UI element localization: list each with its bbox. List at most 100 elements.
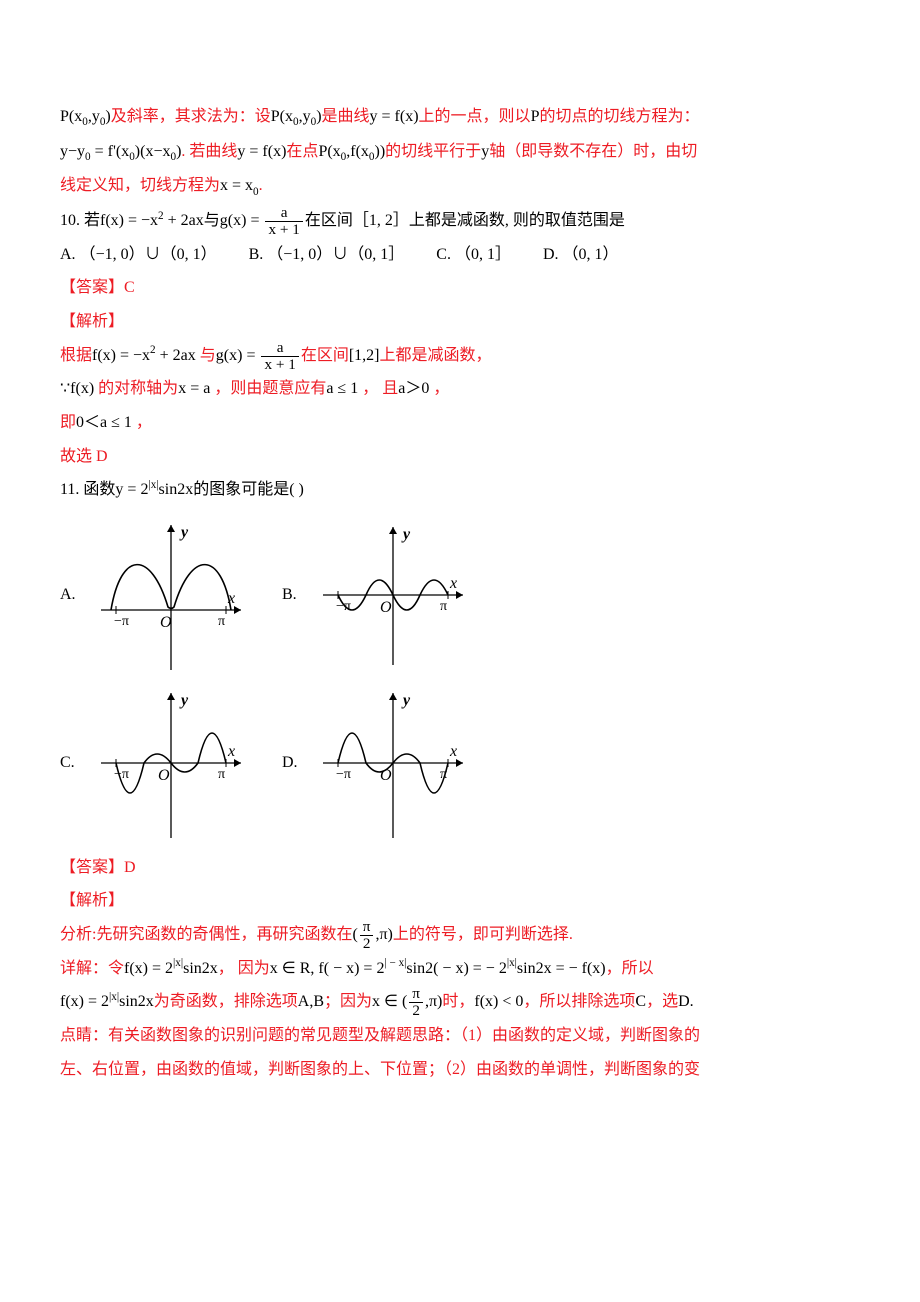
svg-text:O: O — [380, 767, 392, 784]
text: 在区间 — [301, 347, 349, 364]
expr: f(x) = 2|x|sin2x — [124, 960, 218, 977]
svg-text:x: x — [449, 575, 457, 592]
svg-text:O: O — [160, 614, 172, 631]
text: . — [259, 177, 263, 194]
expr: 0＜a ≤ 1 — [76, 414, 136, 431]
text: 的切线平行于 — [385, 143, 481, 160]
svg-text:−π: −π — [114, 767, 129, 782]
expr: f(x) = −x2 + 2ax — [92, 347, 200, 364]
question-10: 10. 若f(x) = −x2 + 2ax与g(x) = ax + 1在区间［1… — [60, 204, 860, 238]
exp10-line4: 故选 D — [60, 440, 860, 474]
expr: x ∈ R, f( − x) = 2| − x|sin2( − x) = − 2… — [270, 960, 606, 977]
option-d: D. （0, 1） — [543, 238, 619, 272]
expr: g(x) = ax + 1 — [220, 212, 305, 229]
text: . 若曲线 — [181, 143, 237, 160]
context-line-2: y−y0 = f'(x0)(x−x0). 若曲线y = f(x)在点P(x0,f… — [60, 135, 860, 170]
graph-d: y x −π O π — [318, 683, 468, 843]
exp11-line5: 左、右位置，由函数的值域，判断图象的上、下位置；（2）由函数的单调性，判断图象的… — [60, 1053, 860, 1087]
answer-label: 【答案】 — [60, 279, 124, 296]
text: 与 — [204, 212, 220, 229]
text: 时， — [442, 993, 474, 1010]
option-c-label: C. — [60, 746, 96, 780]
text: 的对称轴为 — [98, 380, 178, 397]
exp10-line1: 根据f(x) = −x2 + 2ax 与g(x) = ax + 1在区间[1,2… — [60, 339, 860, 373]
text: ，则由题意应有 — [214, 380, 326, 397]
expr: C — [635, 993, 646, 1010]
figure-row-ab: A. y x −π O π B. y x −π O π — [60, 515, 860, 675]
expr: f(x) < 0 — [474, 993, 523, 1010]
q10-options: A. （−1, 0）∪（0, 1） B. （−1, 0）∪（0, 1］ C. （… — [60, 238, 860, 272]
graph-c: y x −π O π — [96, 683, 246, 843]
text: 在区间［1, 2］上都是减函数, 则的取值范围是 — [305, 212, 625, 229]
text: 上都是减函数， — [380, 347, 492, 364]
text: 与 — [200, 347, 216, 364]
svg-text:y: y — [401, 692, 411, 709]
svg-text:−π: −π — [336, 599, 351, 614]
text: ，选 — [646, 993, 678, 1010]
svg-text:O: O — [380, 599, 392, 616]
text: 及斜率，其求法为：设 — [111, 108, 271, 125]
text: 上的符号，即可判断选择. — [393, 926, 573, 943]
exp11-line4: 点睛：有关函数图象的识别问题的常见题型及解题思路：（1）由函数的定义域，判断图象… — [60, 1019, 860, 1053]
expr: g(x) = ax + 1 — [216, 347, 301, 364]
explanation-10-label: 【解析】 — [60, 305, 860, 339]
option-c: C. （0, 1］ — [436, 238, 511, 272]
answer-11: 【答案】D — [60, 851, 860, 885]
answer-value: C — [124, 279, 135, 296]
svg-text:x: x — [449, 743, 457, 760]
svg-text:−π: −π — [114, 614, 129, 629]
text: 分析:先研究函数的奇偶性，再研究函数在 — [60, 926, 352, 943]
text: 上的一点，则以 — [419, 108, 531, 125]
exp11-line2: 详解：令f(x) = 2|x|sin2x， 因为x ∈ R, f( − x) =… — [60, 952, 860, 986]
expr: [1,2] — [349, 347, 380, 364]
text: 即 — [60, 414, 76, 431]
svg-text:π: π — [440, 767, 447, 782]
text: ，所以排除选项 — [523, 993, 635, 1010]
text: 详解：令 — [60, 960, 124, 977]
expr: f(x) = 2|x|sin2x — [60, 993, 154, 1010]
graph-b: y x −π O π — [318, 515, 468, 675]
graph-a: y x −π O π — [96, 515, 246, 675]
text: 线定义知，切线方程为 — [60, 177, 220, 194]
text: 在点 — [286, 143, 318, 160]
text: 的图象可能是( ) — [193, 481, 304, 498]
expr: A,B — [298, 993, 324, 1010]
text: 的切点的切线方程为： — [539, 108, 699, 125]
answer-label: 【答案】 — [60, 859, 124, 876]
figure-row-cd: C. y x −π O π D. y x −π O π — [60, 683, 860, 843]
option-b-label: B. — [282, 578, 318, 612]
q11-number: 11. 函数 — [60, 481, 115, 498]
expr: y = f(x) — [237, 143, 286, 160]
expr: y = f(x) — [370, 108, 419, 125]
text: 为奇函数，排除选项 — [154, 993, 298, 1010]
exp11-line1: 分析:先研究函数的奇偶性，再研究函数在(π2,π)上的符号，即可判断选择. — [60, 918, 860, 952]
expr: a ≤ 1 — [326, 380, 362, 397]
text: ， 且 — [362, 380, 398, 397]
explanation-11-label: 【解析】 — [60, 884, 860, 918]
context-line-3: 线定义知，切线方程为x = x0. — [60, 169, 860, 204]
expr: P(x0,y0) — [60, 108, 111, 125]
option-b: B. （−1, 0）∪（0, 1］ — [249, 238, 405, 272]
text: ；因为 — [324, 993, 372, 1010]
question-11: 11. 函数y = 2|x|sin2x的图象可能是( ) — [60, 473, 860, 507]
exp10-line3: 即0＜a ≤ 1 ， — [60, 406, 860, 440]
answer-value: D — [124, 859, 136, 876]
text: 根据 — [60, 347, 92, 364]
expr: (π2,π) — [352, 926, 392, 943]
text: ， 因为 — [218, 960, 270, 977]
option-a-label: A. — [60, 578, 96, 612]
expr: x = a — [178, 380, 214, 397]
option-a: A. （−1, 0）∪（0, 1） — [60, 238, 217, 272]
svg-text:π: π — [218, 767, 225, 782]
exp11-line3: f(x) = 2|x|sin2x为奇函数，排除选项A,B；因为x ∈ (π2,π… — [60, 985, 860, 1019]
text: ， — [433, 380, 449, 397]
answer-10: 【答案】C — [60, 271, 860, 305]
expr: y−y0 = f'(x0)(x−x0) — [60, 143, 181, 160]
svg-text:x: x — [227, 590, 235, 607]
expr: f(x) = −x2 + 2ax — [100, 212, 204, 229]
expr: y = 2|x|sin2x — [115, 481, 193, 498]
text: 轴（即导数不存在）时，由切 — [489, 143, 697, 160]
expr: D. — [678, 993, 694, 1010]
option-d-label: D. — [282, 746, 318, 780]
svg-text:−π: −π — [336, 767, 351, 782]
